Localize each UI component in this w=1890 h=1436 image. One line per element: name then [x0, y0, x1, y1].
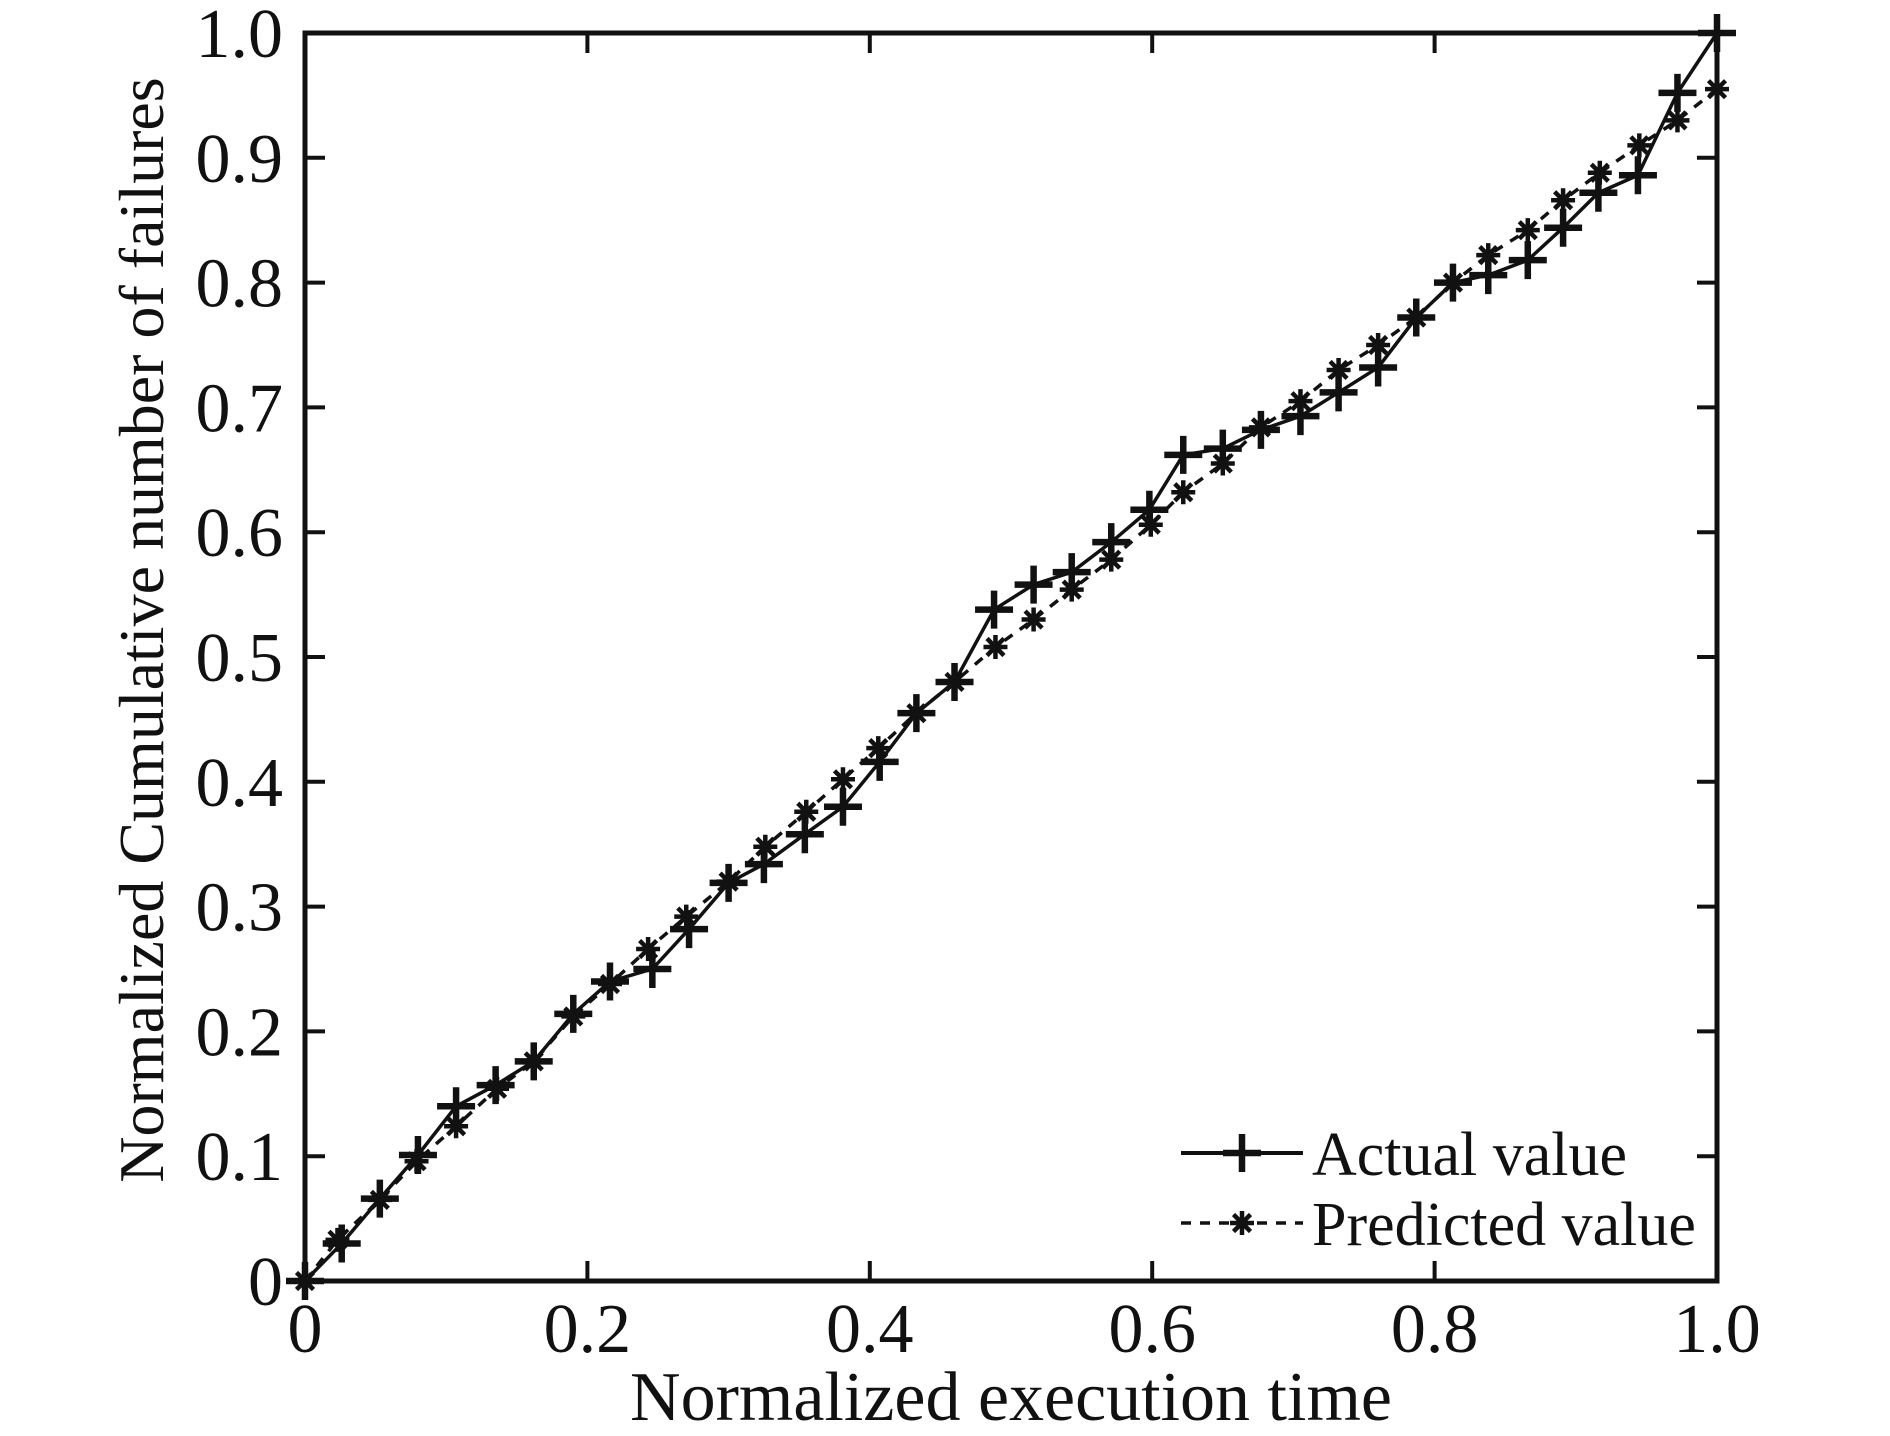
x-tick-label: 0.8	[1391, 1291, 1479, 1368]
tick-labels-group: 0 0.2 0.4 0.6 0.8 1.0 0 0.1 0.2 0.3 0.4 0.5 0.6 0.7 0.…	[196, 0, 1761, 1368]
actual-point-marker	[1618, 156, 1657, 195]
actual-point-marker	[975, 590, 1014, 629]
y-tick-label: 0.6	[196, 495, 284, 572]
legend-item-actual: Actual value	[1181, 1121, 1627, 1189]
data-series-group	[286, 14, 1736, 1300]
predicted-point-marker	[1021, 607, 1046, 632]
predicted-point-marker	[794, 799, 819, 824]
actual-point-marker	[823, 787, 862, 826]
actual-point-marker	[1014, 565, 1053, 604]
predicted-point-marker	[1476, 243, 1501, 268]
plot-border	[302, 30, 1720, 1284]
actual-point-marker	[1544, 208, 1583, 247]
x-tick-label: 1.0	[1673, 1291, 1761, 1368]
predicted-point-marker	[1059, 577, 1084, 602]
predicted-point-marker	[444, 1114, 469, 1139]
predicted-point-marker	[1515, 218, 1540, 243]
predicted-point-marker	[830, 767, 855, 792]
x-tick-label: 0.4	[826, 1291, 914, 1368]
y-tick-label: 0.9	[196, 121, 284, 198]
actual-point-marker	[1164, 435, 1203, 474]
predicted-point-marker	[1248, 415, 1273, 440]
predicted-point-marker	[716, 869, 741, 894]
predicted-point-marker	[674, 904, 699, 929]
predicted-point-marker	[636, 937, 661, 962]
predicted-point-marker	[561, 1004, 586, 1029]
predicted-point-marker	[1440, 270, 1465, 295]
predicted-point-marker	[325, 1227, 350, 1252]
y-tick-label: 0.4	[196, 745, 284, 822]
asterisk-marker-icon	[1230, 1211, 1254, 1235]
actual-point-marker	[1508, 241, 1547, 280]
predicted-point-marker	[983, 635, 1008, 660]
predicted-point-marker	[1551, 188, 1576, 213]
asterisk-glyph	[1230, 1211, 1254, 1235]
predicted-point-marker	[404, 1149, 429, 1174]
predicted-point-marker	[1665, 108, 1690, 133]
plus-marker-icon	[1223, 1134, 1261, 1172]
predicted-point-marker	[521, 1049, 546, 1074]
y-tick-label: 0.1	[196, 1119, 284, 1196]
predicted-point-marker	[1404, 305, 1429, 330]
predicted-point-marker	[1627, 133, 1652, 158]
predicted-point-marker	[1171, 480, 1196, 505]
predicted-point-marker	[1288, 389, 1313, 414]
actual-point-marker	[1658, 73, 1697, 112]
predicted-point-marker	[942, 669, 967, 694]
y-tick-label: 1.0	[196, 0, 284, 73]
predicted-point-marker	[1138, 512, 1163, 537]
predicted-point-marker	[1587, 160, 1612, 185]
predicted-point-marker	[1210, 451, 1235, 476]
legend-predicted-label: Predicted value	[1312, 1191, 1696, 1259]
x-axis-label: Normalized execution time	[630, 1359, 1392, 1436]
predicted-point-marker	[1099, 547, 1124, 572]
predicted-point-marker	[485, 1076, 510, 1101]
y-tick-label: 0	[248, 1244, 283, 1321]
x-tick-label: 0.6	[1108, 1291, 1196, 1368]
x-tick-label: 0.2	[544, 1291, 632, 1368]
y-tick-label: 0.3	[196, 870, 284, 947]
predicted-point-marker	[1326, 357, 1351, 382]
predicted-point-marker	[904, 701, 929, 726]
y-tick-label: 0.2	[196, 994, 284, 1071]
predicted-point-marker	[866, 736, 891, 761]
y-tick-label: 0.7	[196, 370, 284, 447]
predicted-point-marker	[753, 834, 778, 859]
legend-item-predicted: Predicted value	[1181, 1191, 1696, 1259]
predicted-point-marker	[1366, 333, 1391, 357]
legend-actual-label: Actual value	[1312, 1121, 1627, 1189]
legend: Actual value Predicted value	[1181, 1121, 1696, 1259]
x-tick-label: 0	[288, 1291, 323, 1368]
predicted-point-marker	[367, 1187, 392, 1212]
predicted-point-marker	[597, 971, 622, 996]
y-axis-label: Normalized Cumulative number of failures	[106, 77, 177, 1182]
y-tick-label: 0.5	[196, 620, 284, 697]
y-tick-label: 0.8	[196, 246, 284, 323]
